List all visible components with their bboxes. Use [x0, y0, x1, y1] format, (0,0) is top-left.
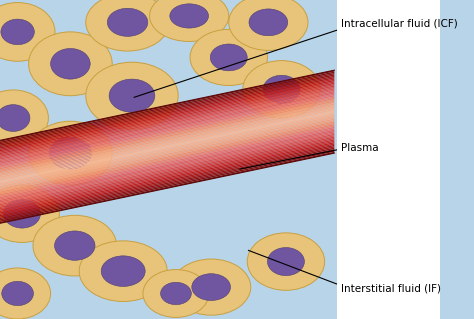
Polygon shape	[0, 109, 334, 181]
Ellipse shape	[190, 29, 267, 85]
Polygon shape	[0, 106, 334, 178]
Polygon shape	[0, 117, 334, 189]
Polygon shape	[0, 71, 334, 143]
Ellipse shape	[249, 9, 288, 36]
Text: Plasma: Plasma	[341, 143, 379, 153]
Polygon shape	[0, 105, 334, 176]
Polygon shape	[0, 128, 334, 200]
Polygon shape	[0, 119, 334, 190]
Polygon shape	[0, 138, 334, 210]
Bar	[337, 0, 440, 319]
Polygon shape	[0, 142, 334, 214]
Ellipse shape	[55, 231, 95, 260]
Polygon shape	[0, 146, 334, 218]
Polygon shape	[0, 124, 334, 196]
Ellipse shape	[229, 0, 308, 50]
Polygon shape	[0, 149, 334, 220]
Ellipse shape	[0, 105, 30, 131]
Polygon shape	[0, 99, 334, 171]
Ellipse shape	[86, 62, 178, 129]
Ellipse shape	[28, 121, 112, 185]
Polygon shape	[0, 120, 334, 191]
Polygon shape	[0, 108, 334, 179]
Polygon shape	[0, 96, 334, 168]
Polygon shape	[0, 92, 334, 164]
Text: Intracellular fluid (ICF): Intracellular fluid (ICF)	[341, 19, 458, 29]
Polygon shape	[0, 152, 334, 223]
Ellipse shape	[28, 32, 112, 96]
Polygon shape	[0, 80, 334, 152]
Polygon shape	[0, 115, 334, 186]
Ellipse shape	[1, 19, 34, 45]
Polygon shape	[0, 73, 334, 145]
Polygon shape	[0, 131, 334, 203]
Polygon shape	[0, 84, 334, 156]
Polygon shape	[0, 77, 334, 149]
Polygon shape	[0, 137, 334, 208]
Polygon shape	[0, 130, 334, 201]
Polygon shape	[0, 95, 334, 167]
Ellipse shape	[0, 268, 51, 319]
Ellipse shape	[33, 215, 117, 276]
Polygon shape	[0, 141, 334, 212]
Polygon shape	[0, 121, 334, 193]
Polygon shape	[0, 87, 334, 158]
Polygon shape	[0, 74, 334, 146]
Polygon shape	[0, 113, 334, 185]
Polygon shape	[0, 112, 334, 183]
Polygon shape	[0, 88, 334, 160]
Polygon shape	[0, 134, 334, 205]
Polygon shape	[0, 144, 334, 215]
Polygon shape	[0, 100, 334, 172]
Ellipse shape	[161, 282, 191, 305]
Polygon shape	[0, 116, 334, 187]
Polygon shape	[0, 150, 334, 222]
Polygon shape	[0, 103, 334, 175]
Polygon shape	[0, 90, 334, 161]
Ellipse shape	[2, 281, 34, 306]
Ellipse shape	[79, 241, 167, 301]
Ellipse shape	[86, 0, 169, 51]
Polygon shape	[0, 139, 334, 211]
Polygon shape	[0, 83, 334, 154]
Polygon shape	[0, 91, 334, 162]
Ellipse shape	[109, 79, 155, 112]
Polygon shape	[0, 85, 334, 157]
Ellipse shape	[143, 270, 209, 317]
Ellipse shape	[0, 90, 48, 146]
Ellipse shape	[267, 248, 304, 276]
Polygon shape	[0, 123, 334, 194]
Ellipse shape	[170, 4, 209, 28]
Ellipse shape	[51, 48, 90, 79]
Polygon shape	[0, 132, 334, 204]
Ellipse shape	[49, 137, 91, 169]
Polygon shape	[0, 148, 334, 219]
Polygon shape	[0, 102, 334, 174]
Ellipse shape	[192, 274, 230, 300]
Ellipse shape	[101, 256, 145, 286]
Ellipse shape	[210, 44, 247, 71]
Polygon shape	[0, 76, 334, 147]
Ellipse shape	[243, 61, 320, 118]
Ellipse shape	[107, 8, 148, 36]
Ellipse shape	[150, 0, 229, 41]
Polygon shape	[0, 70, 334, 142]
Ellipse shape	[247, 233, 325, 290]
Ellipse shape	[0, 185, 59, 242]
Polygon shape	[0, 125, 334, 197]
Ellipse shape	[3, 199, 40, 228]
Polygon shape	[0, 98, 334, 169]
Text: Interstitial fluid (IF): Interstitial fluid (IF)	[341, 284, 441, 294]
Polygon shape	[0, 81, 334, 153]
Polygon shape	[0, 78, 334, 150]
Polygon shape	[0, 127, 334, 198]
Ellipse shape	[172, 259, 251, 315]
Polygon shape	[0, 145, 334, 216]
Ellipse shape	[263, 75, 300, 103]
Polygon shape	[0, 135, 334, 207]
Polygon shape	[0, 110, 334, 182]
Polygon shape	[0, 94, 334, 165]
Ellipse shape	[0, 3, 55, 61]
